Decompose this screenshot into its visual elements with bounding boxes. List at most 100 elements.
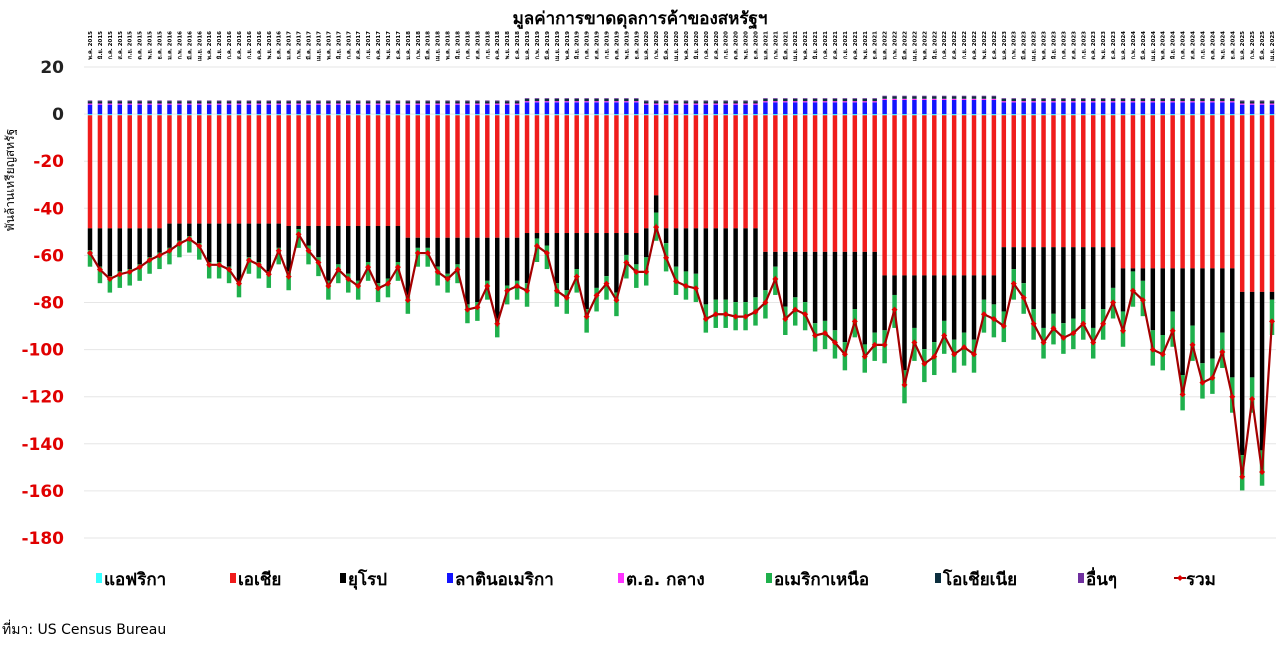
bar-segment [97, 101, 103, 104]
bar-segment [306, 114, 311, 116]
bar-segment [97, 114, 103, 116]
bar-segment [1120, 114, 1126, 116]
bar-segment [355, 100, 361, 102]
bar-segment [1071, 115, 1076, 248]
bar-segment [971, 99, 977, 115]
bar-segment [1239, 101, 1245, 104]
bar-segment [693, 100, 699, 102]
bar-segment [514, 100, 520, 102]
y-tick-label: -140 [21, 435, 64, 455]
x-tick-label: ก.พ. 2025 [1249, 31, 1256, 60]
bar-segment [385, 104, 391, 115]
bar-segment [495, 103, 500, 105]
x-tick-label: มิ.ย. 2020 [693, 31, 700, 60]
bar-segment [236, 103, 242, 105]
bar-segment [346, 114, 351, 116]
bar-segment [206, 104, 212, 115]
bar-segment [1100, 114, 1106, 116]
x-tick-label: ก.ค. 2022 [941, 31, 948, 60]
bar-segment [544, 233, 550, 246]
bar-segment [1011, 114, 1016, 116]
total-marker [365, 264, 372, 271]
bar-segment [753, 228, 758, 298]
bar-segment [1071, 98, 1076, 102]
bar-segment [1011, 102, 1016, 115]
bar-segment [1011, 98, 1016, 99]
bar-segment [832, 98, 838, 99]
bar-segment [991, 275, 997, 305]
bar-segment [385, 101, 391, 104]
bar-segment [514, 115, 520, 238]
bar-segment [355, 103, 361, 105]
total-marker [235, 280, 242, 287]
bar-segment [395, 114, 401, 116]
bar-segment [822, 98, 828, 102]
bar-segment [455, 104, 460, 115]
bar-segment [206, 101, 212, 104]
bar-segment [475, 237, 480, 303]
bar-segment [117, 101, 123, 104]
bar-segment [614, 98, 619, 99]
bar-segment [534, 114, 540, 116]
bar-segment [743, 115, 748, 229]
total-marker [96, 266, 103, 273]
bar-segment [1090, 101, 1096, 103]
x-tick-label: เม.ย. 2019 [554, 31, 561, 61]
x-tick-label: ต.ค. 2020 [733, 31, 740, 60]
bar-segment [594, 102, 599, 115]
bar-segment [226, 104, 232, 115]
bar-segment [872, 102, 877, 115]
total-marker [404, 297, 411, 304]
bar-segment [97, 100, 103, 102]
total-marker [533, 242, 540, 249]
bar-segment [137, 264, 142, 281]
total-marker [1139, 297, 1146, 304]
x-tick-label: ก.พ. 2024 [1130, 31, 1137, 60]
x-tick-label: มิ.ย. 2017 [335, 31, 342, 60]
bar-segment [1249, 377, 1255, 413]
bar-segment [296, 104, 301, 115]
bar-segment [882, 96, 887, 99]
bar-segment [147, 100, 152, 102]
bar-segment [1140, 102, 1146, 115]
bar-segment [713, 104, 718, 115]
bar-segment [1150, 102, 1156, 115]
lines [87, 222, 1275, 480]
bar-segment [604, 101, 609, 103]
bar-segment [534, 102, 540, 115]
bar-segment [802, 115, 808, 252]
bar-segment [316, 115, 321, 226]
x-tick-label: เม.ย. 2025 [1269, 31, 1276, 61]
bar-segment [1269, 104, 1275, 115]
bar-segment [465, 304, 470, 324]
bar-segment [822, 114, 828, 116]
bar-segment [1051, 114, 1056, 116]
bar-segment [554, 283, 560, 307]
bar-segment [1100, 102, 1106, 115]
bar-segment [922, 114, 927, 116]
bar-segment [346, 225, 351, 274]
bar-segment [306, 103, 311, 105]
bar-segment [1170, 102, 1175, 115]
bar-segment [375, 225, 381, 284]
bar-segment [912, 96, 917, 99]
total-marker [851, 318, 858, 325]
bar-segment [495, 101, 500, 104]
x-tick-label: ส.ค. 2020 [713, 31, 720, 60]
bar-segment [87, 104, 93, 115]
bar-segment [1051, 102, 1056, 115]
bar-segment [1081, 98, 1086, 99]
bar-segment [385, 278, 391, 298]
bar-segment [365, 104, 371, 115]
total-marker [176, 240, 183, 247]
bar-segment [624, 115, 629, 234]
total-marker [206, 261, 213, 268]
bar-segment [1239, 115, 1245, 292]
bar-segment [455, 100, 460, 102]
bar-segment [1230, 115, 1235, 269]
bar-segment [614, 101, 619, 103]
bar-segment [206, 223, 212, 262]
bar-segment [1061, 114, 1066, 116]
x-tick-label: ก.ค. 2024 [1180, 31, 1187, 60]
x-tick-label: ม.ค. 2018 [405, 31, 412, 60]
